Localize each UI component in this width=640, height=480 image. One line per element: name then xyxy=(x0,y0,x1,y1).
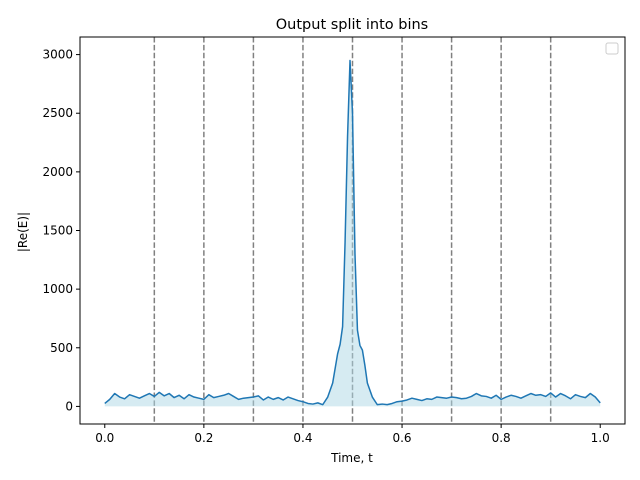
y-axis-ticks: 0 500 1000 1500 2000 2500 3000 xyxy=(42,48,80,413)
x-tick-label: 0.0 xyxy=(95,431,114,445)
x-tick-label: 0.8 xyxy=(492,431,511,445)
y-tick-label: 3000 xyxy=(42,48,73,62)
series-line-layer xyxy=(104,59,601,406)
legend-box xyxy=(605,42,619,55)
x-axis-label: Time, t xyxy=(330,451,373,465)
series-line xyxy=(104,59,601,406)
y-tick-label: 2000 xyxy=(42,165,73,179)
area-fill xyxy=(104,60,601,407)
y-tick-label: 0 xyxy=(65,399,73,413)
x-axis-ticks: 0.0 0.2 0.4 0.6 0.8 1.0 xyxy=(95,424,610,445)
series-area xyxy=(104,60,601,407)
y-tick-label: 2500 xyxy=(42,106,73,120)
x-tick-label: 0.4 xyxy=(293,431,312,445)
y-tick-label: 1000 xyxy=(42,282,73,296)
y-tick-label: 500 xyxy=(50,341,73,355)
y-axis-label: |Re(E)| xyxy=(16,212,30,252)
y-tick-label: 1500 xyxy=(42,224,73,238)
chart-title: Output split into bins xyxy=(276,17,428,33)
x-tick-label: 0.6 xyxy=(392,431,411,445)
x-tick-label: 1.0 xyxy=(591,431,610,445)
x-tick-label: 0.2 xyxy=(194,431,213,445)
